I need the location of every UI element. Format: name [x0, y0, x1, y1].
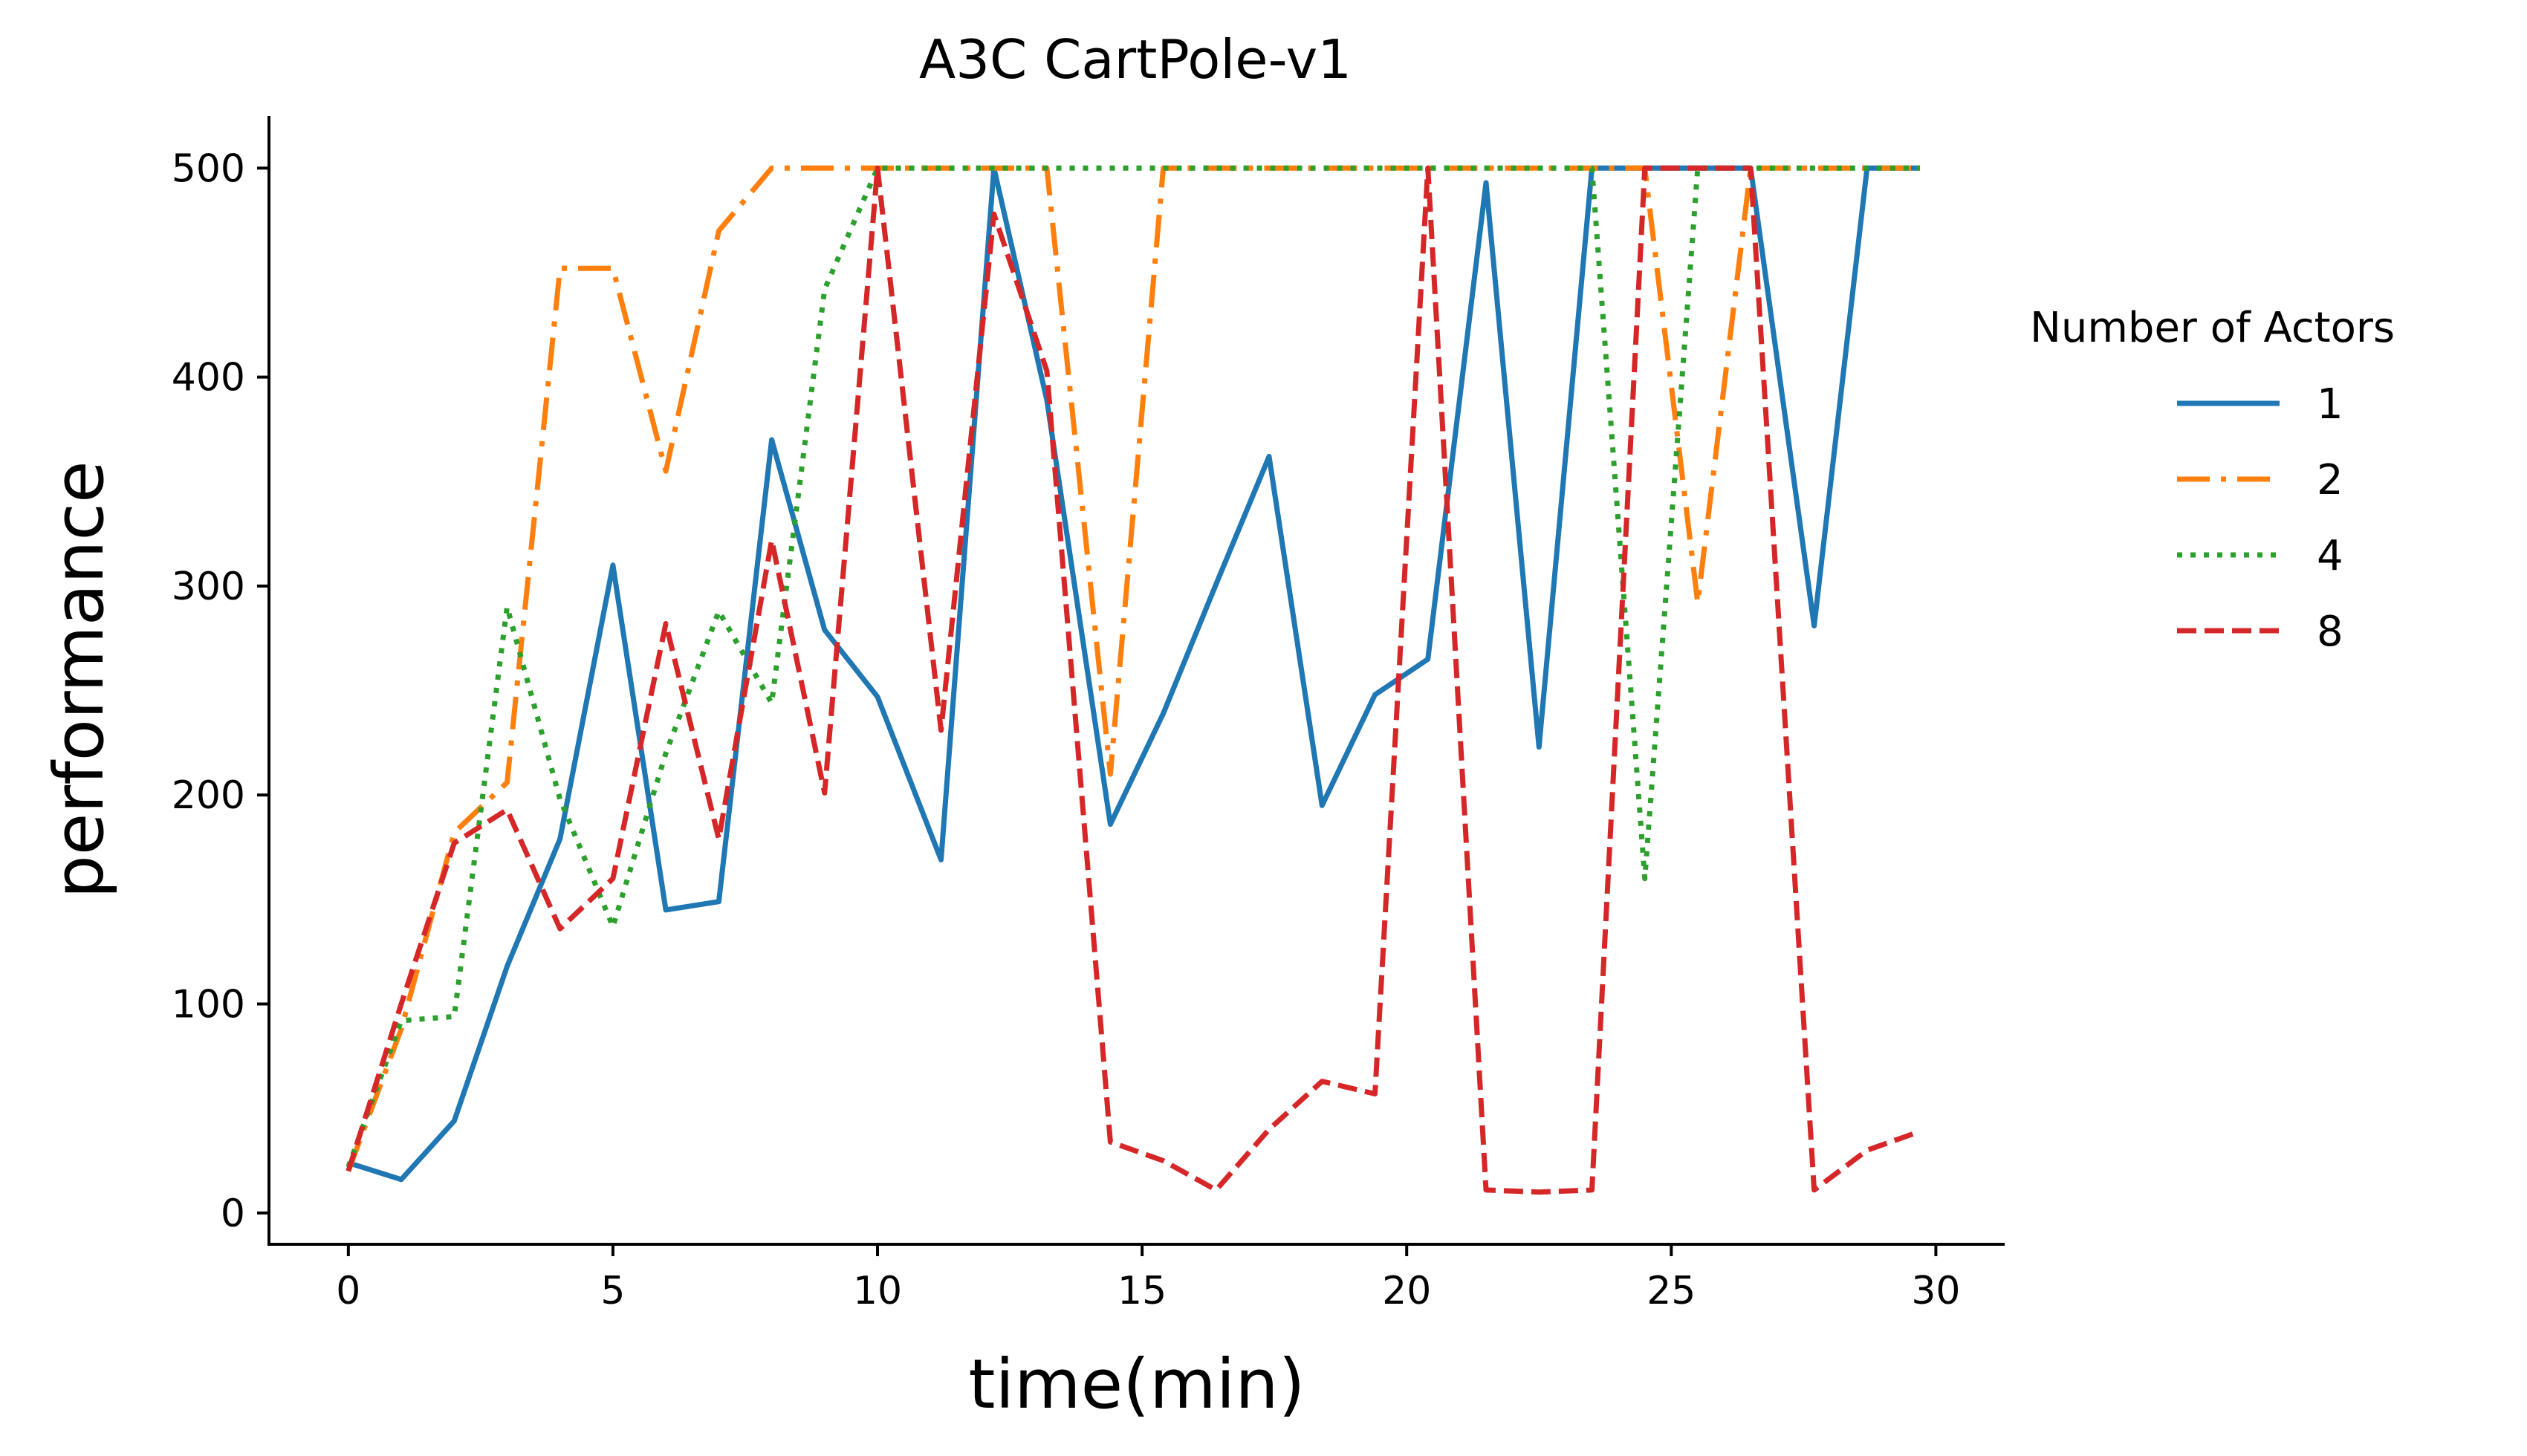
- y-tick-label: 200: [172, 773, 245, 818]
- series-line-1: [347, 165, 1920, 1183]
- y-tick-label: 400: [172, 356, 245, 400]
- y-axis-label: performance: [39, 461, 119, 898]
- x-tick-label: 25: [1647, 1269, 1696, 1313]
- series-line-8: [346, 165, 1921, 1195]
- x-tick-label: 10: [853, 1269, 902, 1313]
- x-tick-label: 30: [1911, 1269, 1960, 1313]
- legend-label-4: 4: [2317, 532, 2343, 580]
- chart-title: A3C CartPole-v1: [919, 28, 1352, 91]
- y-axis-ticks: 0 100 200 300 400 500: [172, 146, 269, 1236]
- plot-area: 0 5 10 15 20 25 30 0 100 200 300 400 500: [172, 116, 2005, 1313]
- series-layer: [346, 165, 1921, 1195]
- x-tick-label: 5: [600, 1269, 625, 1313]
- x-tick-label: 15: [1117, 1269, 1167, 1313]
- legend-label-8: 8: [2317, 608, 2343, 656]
- legend-items: 1 2 4 8: [2177, 380, 2343, 656]
- x-axis-label: time(min): [968, 1345, 1305, 1424]
- legend-title: Number of Actors: [2030, 304, 2395, 352]
- series-line-2: [346, 165, 1920, 1172]
- y-tick-label: 300: [172, 565, 245, 609]
- y-tick-label: 0: [221, 1192, 245, 1236]
- y-tick-label: 500: [172, 146, 245, 191]
- x-axis-ticks: 0 5 10 15 20 25 30: [336, 1244, 1961, 1313]
- x-tick-label: 0: [336, 1269, 360, 1313]
- legend: Number of Actors 1 2 4 8: [2030, 304, 2395, 656]
- y-tick-label: 100: [172, 983, 245, 1027]
- x-tick-label: 20: [1382, 1269, 1431, 1313]
- legend-label-1: 1: [2317, 380, 2343, 429]
- legend-label-2: 2: [2317, 456, 2343, 504]
- series-line-4: [346, 165, 1920, 1169]
